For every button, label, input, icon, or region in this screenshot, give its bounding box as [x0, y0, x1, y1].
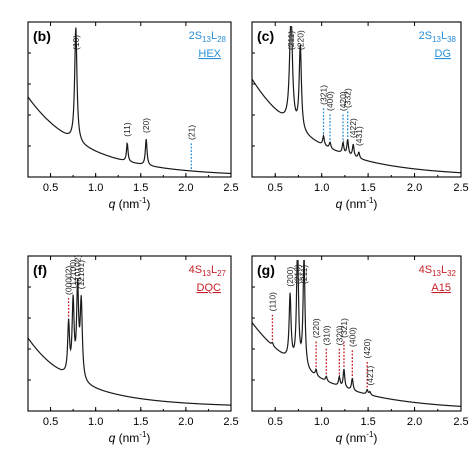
peak-label: (00002) — [64, 266, 74, 295]
peak-label: (211) — [286, 31, 296, 50]
peak-label: (321) — [339, 318, 349, 338]
chart-panel: 0.5 1.0 1.5 2.0 2.5 q (nm-1) (g) 4S13L32 A15 (110… — [251, 255, 469, 445]
peak-label: (400) — [325, 91, 335, 111]
x-axis-title: q (nm-1) — [336, 196, 378, 211]
x-axis-title: q (nm-1) — [109, 430, 151, 445]
peak-label: (332) — [343, 88, 353, 108]
panel-label: (g) — [257, 262, 275, 278]
scattering-curve — [27, 27, 232, 175]
x-tick-label: 2.0 — [178, 182, 193, 194]
x-tick-label: 0.5 — [268, 416, 283, 428]
plot-frame — [27, 255, 232, 412]
sample-name: 4S13L32 — [419, 264, 457, 278]
peak-label: (400) — [347, 327, 357, 347]
peak-label: (12100) — [68, 259, 78, 288]
panel-label: (c) — [257, 28, 274, 44]
x-tick-label: 2.5 — [223, 182, 238, 194]
x-tick-label: 2.5 — [453, 416, 468, 428]
sample-name: 2S13L28 — [189, 30, 227, 44]
scattering-curve — [251, 26, 462, 174]
phase-label: DQC — [197, 282, 222, 294]
peak-label: (10) — [71, 35, 81, 50]
plot-frame — [251, 21, 462, 178]
peak-label: (320) — [334, 325, 344, 345]
peak-label: (220) — [295, 30, 305, 50]
x-tick-label: 0.5 — [268, 182, 283, 194]
x-tick-label: 1.5 — [360, 182, 375, 194]
peak-label: (420) — [362, 338, 372, 358]
peak-label: (220) — [311, 318, 321, 338]
peak-label: (211) — [299, 265, 309, 284]
x-tick-label: 2.0 — [407, 182, 422, 194]
x-tick-label: 2.5 — [453, 182, 468, 194]
x-tick-label: 1.0 — [88, 182, 103, 194]
x-tick-label: 1.5 — [360, 416, 375, 428]
sample-name: 4S13L27 — [189, 264, 227, 278]
peak-label: (422) — [348, 118, 358, 138]
scattering-curve — [251, 260, 462, 407]
x-axis-title: q (nm-1) — [336, 430, 378, 445]
peak-label: (200) — [285, 267, 295, 287]
peak-label: (21) — [186, 125, 196, 140]
peak-label: (420) — [338, 91, 348, 111]
x-axis-title: q (nm-1) — [109, 196, 151, 211]
x-tick-label: 2.5 — [223, 416, 238, 428]
peak-label: (12101) — [76, 260, 86, 289]
peak-label: (321) — [319, 85, 329, 105]
chart-panel: 0.5 1.0 1.5 2.0 2.5 q (nm-1) (b) 2S13L28 HEX (10)… — [27, 21, 239, 211]
x-tick-label: 1.0 — [314, 182, 329, 194]
panel-label: (b) — [33, 28, 51, 44]
x-tick-label: 2.0 — [407, 416, 422, 428]
plot-frame — [27, 21, 232, 178]
peak-label: (11) — [122, 122, 132, 137]
peak-label: (20) — [141, 118, 151, 133]
phase-label: DG — [435, 48, 452, 60]
x-tick-label: 1.0 — [314, 416, 329, 428]
x-tick-label: 1.0 — [88, 416, 103, 428]
x-tick-label: 0.5 — [43, 416, 58, 428]
plot-frame — [251, 255, 462, 412]
phase-label: HEX — [198, 48, 221, 60]
peak-label: (110) — [267, 292, 277, 311]
x-tick-label: 1.5 — [133, 416, 148, 428]
peak-label: (210) — [293, 264, 303, 284]
scattering-curve — [27, 278, 232, 406]
phase-label: A15 — [431, 282, 451, 294]
chart-panel: 0.5 1.0 1.5 2.0 2.5 q (nm-1) (f) 4S13L27 DQC (000… — [27, 255, 239, 445]
x-tick-label: 0.5 — [43, 182, 58, 194]
peak-label: (310) — [321, 325, 331, 345]
peak-label: (421) — [365, 366, 375, 386]
peak-label: (10102) — [73, 255, 83, 284]
peak-label: (431) — [354, 126, 364, 146]
sample-name: 2S13L38 — [419, 30, 457, 44]
panel-label: (f) — [33, 262, 47, 278]
x-tick-label: 1.5 — [133, 182, 148, 194]
x-tick-label: 2.0 — [178, 416, 193, 428]
chart-panel: 0.5 1.0 1.5 2.0 2.5 q (nm-1) (c) 2S13L38 DG (211)… — [251, 21, 469, 211]
